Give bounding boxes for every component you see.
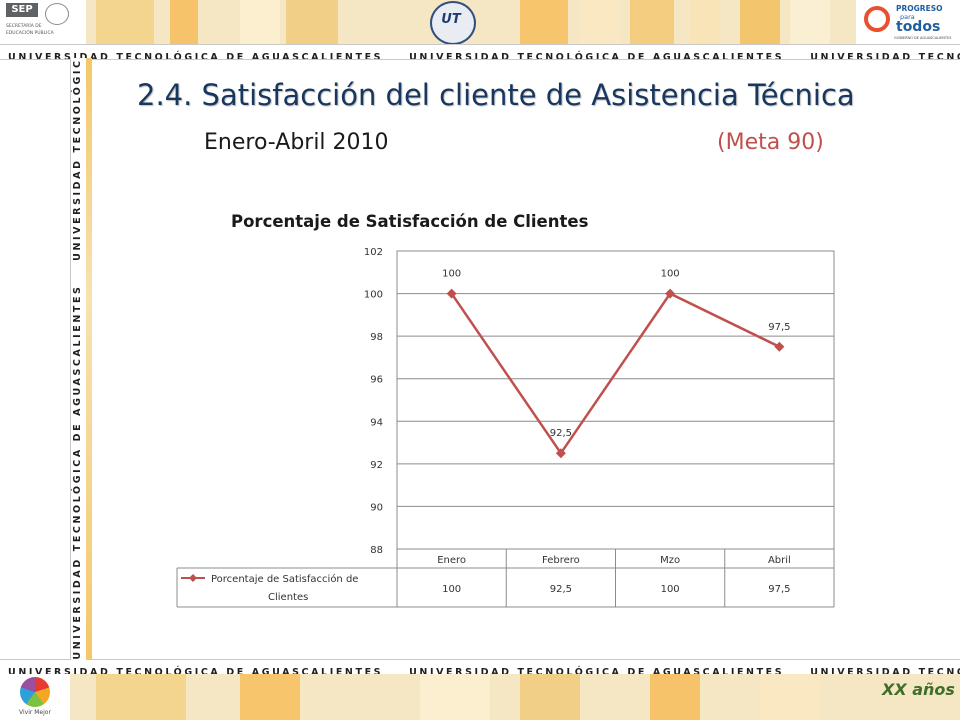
top-banner-strip: UNIVERSIDAD TECNOLÓGICA DE AGUASCALIENTE… [0,44,960,60]
y-tick-label: 102 [364,247,383,258]
ut-seal-logo: UT [416,0,488,45]
goal-label: (Meta 90) [717,130,824,155]
footer-band [0,674,960,720]
header-band [0,0,960,44]
chart-title: Porcentaje de Satisfacción de Clientes [231,212,589,231]
bottom-banner-strip: UNIVERSIDAD TECNOLÓGICA DE AGUASCALIENTE… [0,659,960,675]
y-tick-label: 88 [370,545,383,556]
data-label: 100 [661,269,680,280]
data-label: 97,5 [768,322,790,333]
table-value: 92,5 [550,584,572,595]
data-point [446,288,457,299]
x-tick-label: Febrero [542,555,580,566]
plot-area [396,250,835,550]
xx-anos-logo: XX años [882,680,955,699]
slide-subtitle: Enero-Abril 2010 [204,130,389,155]
y-tick-label: 98 [370,332,383,343]
progreso-icon [864,6,890,32]
y-tick-label: 92 [370,460,383,471]
series-line [450,291,780,456]
coat-of-arms-icon [45,3,69,25]
data-point [774,341,785,352]
y-tick-label: 90 [370,502,383,513]
progreso-logo: PROGRESO para todos GOBIERNO DE AGUASCAL… [856,0,960,44]
legend-label: Porcentaje de Satisfacción de [211,573,358,585]
vivir-mejor-logo: Vivir Mejor [0,674,70,720]
data-point [665,288,676,299]
sep-logo: SEP SECRETARÍA DE EDUCACIÓN PÚBLICA [0,0,86,44]
legend-label: Clientes [268,592,308,603]
data-label: 100 [442,269,461,280]
data-label: 92,5 [550,428,572,439]
y-tick-label: 100 [364,290,383,301]
data-point [555,448,566,459]
table-value: 97,5 [768,584,790,595]
y-tick-label: 96 [370,375,383,386]
flower-icon [20,677,50,707]
table-value: 100 [442,584,461,595]
y-tick-label: 94 [370,417,383,428]
table-value: 100 [661,584,680,595]
x-tick-label: Mzo [660,555,680,566]
vertical-accent-bar [86,58,92,660]
x-tick-label: Abril [768,555,791,566]
x-tick-label: Enero [437,555,466,566]
legend-marker [189,574,197,582]
slide-title: 2.4. Satisfacción del cliente de Asisten… [137,78,855,112]
